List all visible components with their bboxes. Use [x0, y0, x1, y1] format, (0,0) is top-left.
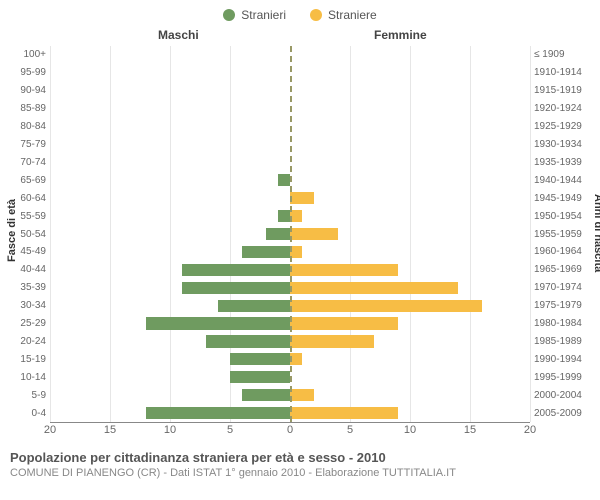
x-tick: 20	[524, 424, 536, 436]
male-bar	[278, 210, 290, 222]
birth-year-label: 2005-2009	[530, 404, 590, 422]
age-label: 10-14	[10, 368, 50, 386]
legend-item-female: Straniere	[310, 8, 377, 22]
birth-year-label: 1915-1919	[530, 82, 590, 100]
male-bar	[230, 353, 290, 365]
age-label: 20-24	[10, 333, 50, 351]
y-axis-title-right: Anni di nascita	[592, 194, 600, 272]
birth-year-label: 1940-1944	[530, 171, 590, 189]
age-label: 80-84	[10, 118, 50, 136]
birth-year-label: 1980-1984	[530, 315, 590, 333]
col-header-left: Maschi	[158, 28, 199, 42]
female-bar	[290, 264, 398, 276]
legend-swatch-male	[223, 9, 235, 21]
age-label: 30-34	[10, 297, 50, 315]
age-label: 95-99	[10, 64, 50, 82]
age-label: 25-29	[10, 315, 50, 333]
birth-year-label: 1995-1999	[530, 368, 590, 386]
legend-swatch-female	[310, 9, 322, 21]
x-tick: 5	[347, 424, 353, 436]
legend-label-female: Straniere	[328, 8, 377, 22]
age-label: 0-4	[10, 404, 50, 422]
col-header-right: Femmine	[374, 28, 427, 42]
plot-area: 100+95-9990-9485-8980-8475-7970-7465-696…	[10, 46, 590, 444]
female-bar	[290, 407, 398, 419]
x-axis-baseline	[50, 422, 530, 423]
female-bar	[290, 192, 314, 204]
chart-container: Stranieri Straniere Maschi Femmine 100+9…	[0, 0, 600, 500]
birth-year-label: 1975-1979	[530, 297, 590, 315]
age-label: 65-69	[10, 171, 50, 189]
birth-year-label: 1910-1914	[530, 64, 590, 82]
x-tick: 10	[164, 424, 176, 436]
chart-footer: Popolazione per cittadinanza straniera p…	[10, 450, 590, 479]
legend: Stranieri Straniere	[10, 8, 590, 22]
birth-year-label: 1965-1969	[530, 261, 590, 279]
birth-year-label: 1935-1939	[530, 153, 590, 171]
age-label: 5-9	[10, 386, 50, 404]
female-bar	[290, 335, 374, 347]
female-bar	[290, 228, 338, 240]
female-bar	[290, 389, 314, 401]
birth-year-label: 1950-1954	[530, 207, 590, 225]
age-label: 90-94	[10, 82, 50, 100]
male-bar	[266, 228, 290, 240]
male-bar	[218, 300, 290, 312]
x-tick: 15	[104, 424, 116, 436]
male-bar	[206, 335, 290, 347]
birth-year-label: ≤ 1909	[530, 46, 590, 64]
age-label: 35-39	[10, 279, 50, 297]
age-label: 75-79	[10, 136, 50, 154]
legend-label-male: Stranieri	[241, 8, 286, 22]
column-headers: Maschi Femmine	[10, 28, 590, 46]
x-tick: 5	[227, 424, 233, 436]
male-bar	[242, 389, 290, 401]
x-tick: 15	[464, 424, 476, 436]
birth-year-label: 1945-1949	[530, 189, 590, 207]
birth-year-label: 1930-1934	[530, 136, 590, 154]
x-axis: 201510505101520	[50, 422, 530, 444]
x-tick: 0	[287, 424, 293, 436]
birth-year-label: 2000-2004	[530, 386, 590, 404]
male-bar	[182, 282, 290, 294]
chart-title: Popolazione per cittadinanza straniera p…	[10, 450, 590, 465]
male-bar	[242, 246, 290, 258]
female-bar	[290, 317, 398, 329]
birth-year-label: 1970-1974	[530, 279, 590, 297]
male-bar	[182, 264, 290, 276]
female-bar	[290, 300, 482, 312]
birth-year-label: 1990-1994	[530, 350, 590, 368]
male-bar	[230, 371, 290, 383]
male-bar	[146, 407, 290, 419]
birth-year-label: 1955-1959	[530, 225, 590, 243]
birth-year-label: 1985-1989	[530, 333, 590, 351]
age-label: 100+	[10, 46, 50, 64]
age-label: 70-74	[10, 153, 50, 171]
age-label: 85-89	[10, 100, 50, 118]
birth-year-label: 1920-1924	[530, 100, 590, 118]
female-bar	[290, 282, 458, 294]
male-bar	[278, 174, 290, 186]
birth-year-label: 1960-1964	[530, 243, 590, 261]
age-label: 15-19	[10, 350, 50, 368]
center-line	[290, 46, 292, 422]
chart-subtitle: COMUNE DI PIANENGO (CR) - Dati ISTAT 1° …	[10, 467, 590, 479]
age-label: 40-44	[10, 261, 50, 279]
y-axis-title-left: Fasce di età	[6, 199, 18, 262]
birth-year-label: 1925-1929	[530, 118, 590, 136]
right-axis-labels: ≤ 19091910-19141915-19191920-19241925-19…	[530, 46, 590, 422]
x-tick: 20	[44, 424, 56, 436]
x-tick: 10	[404, 424, 416, 436]
legend-item-male: Stranieri	[223, 8, 286, 22]
male-bar	[146, 317, 290, 329]
